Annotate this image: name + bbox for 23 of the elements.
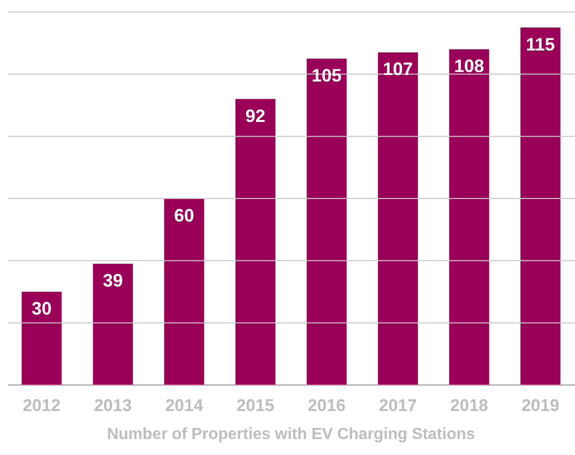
data-label: 115 — [526, 34, 555, 54]
data-label: 30 — [32, 298, 52, 319]
x-tick-label: 2015 — [236, 396, 274, 416]
bar — [92, 264, 133, 385]
x-tick-label: 2019 — [521, 396, 560, 416]
data-label: 39 — [102, 270, 123, 291]
bar — [235, 99, 276, 385]
bar — [520, 28, 560, 385]
x-tick-label: 2014 — [165, 396, 204, 416]
x-tick-label: 2012 — [22, 396, 61, 416]
bar — [378, 52, 418, 385]
bar — [449, 49, 490, 385]
bar — [306, 58, 347, 385]
x-tick-label: 2013 — [94, 396, 132, 416]
x-axis-title: Number of Properties with EV Charging Stations — [106, 426, 476, 443]
x-tick-label: 2016 — [308, 396, 346, 416]
x-tick-label: 2017 — [378, 396, 417, 416]
bar — [22, 292, 62, 385]
data-label: 92 — [245, 106, 266, 126]
bar — [164, 198, 204, 385]
data-label: 60 — [174, 205, 194, 226]
x-tick-label: 2018 — [450, 396, 488, 416]
data-label: 108 — [454, 56, 484, 76]
